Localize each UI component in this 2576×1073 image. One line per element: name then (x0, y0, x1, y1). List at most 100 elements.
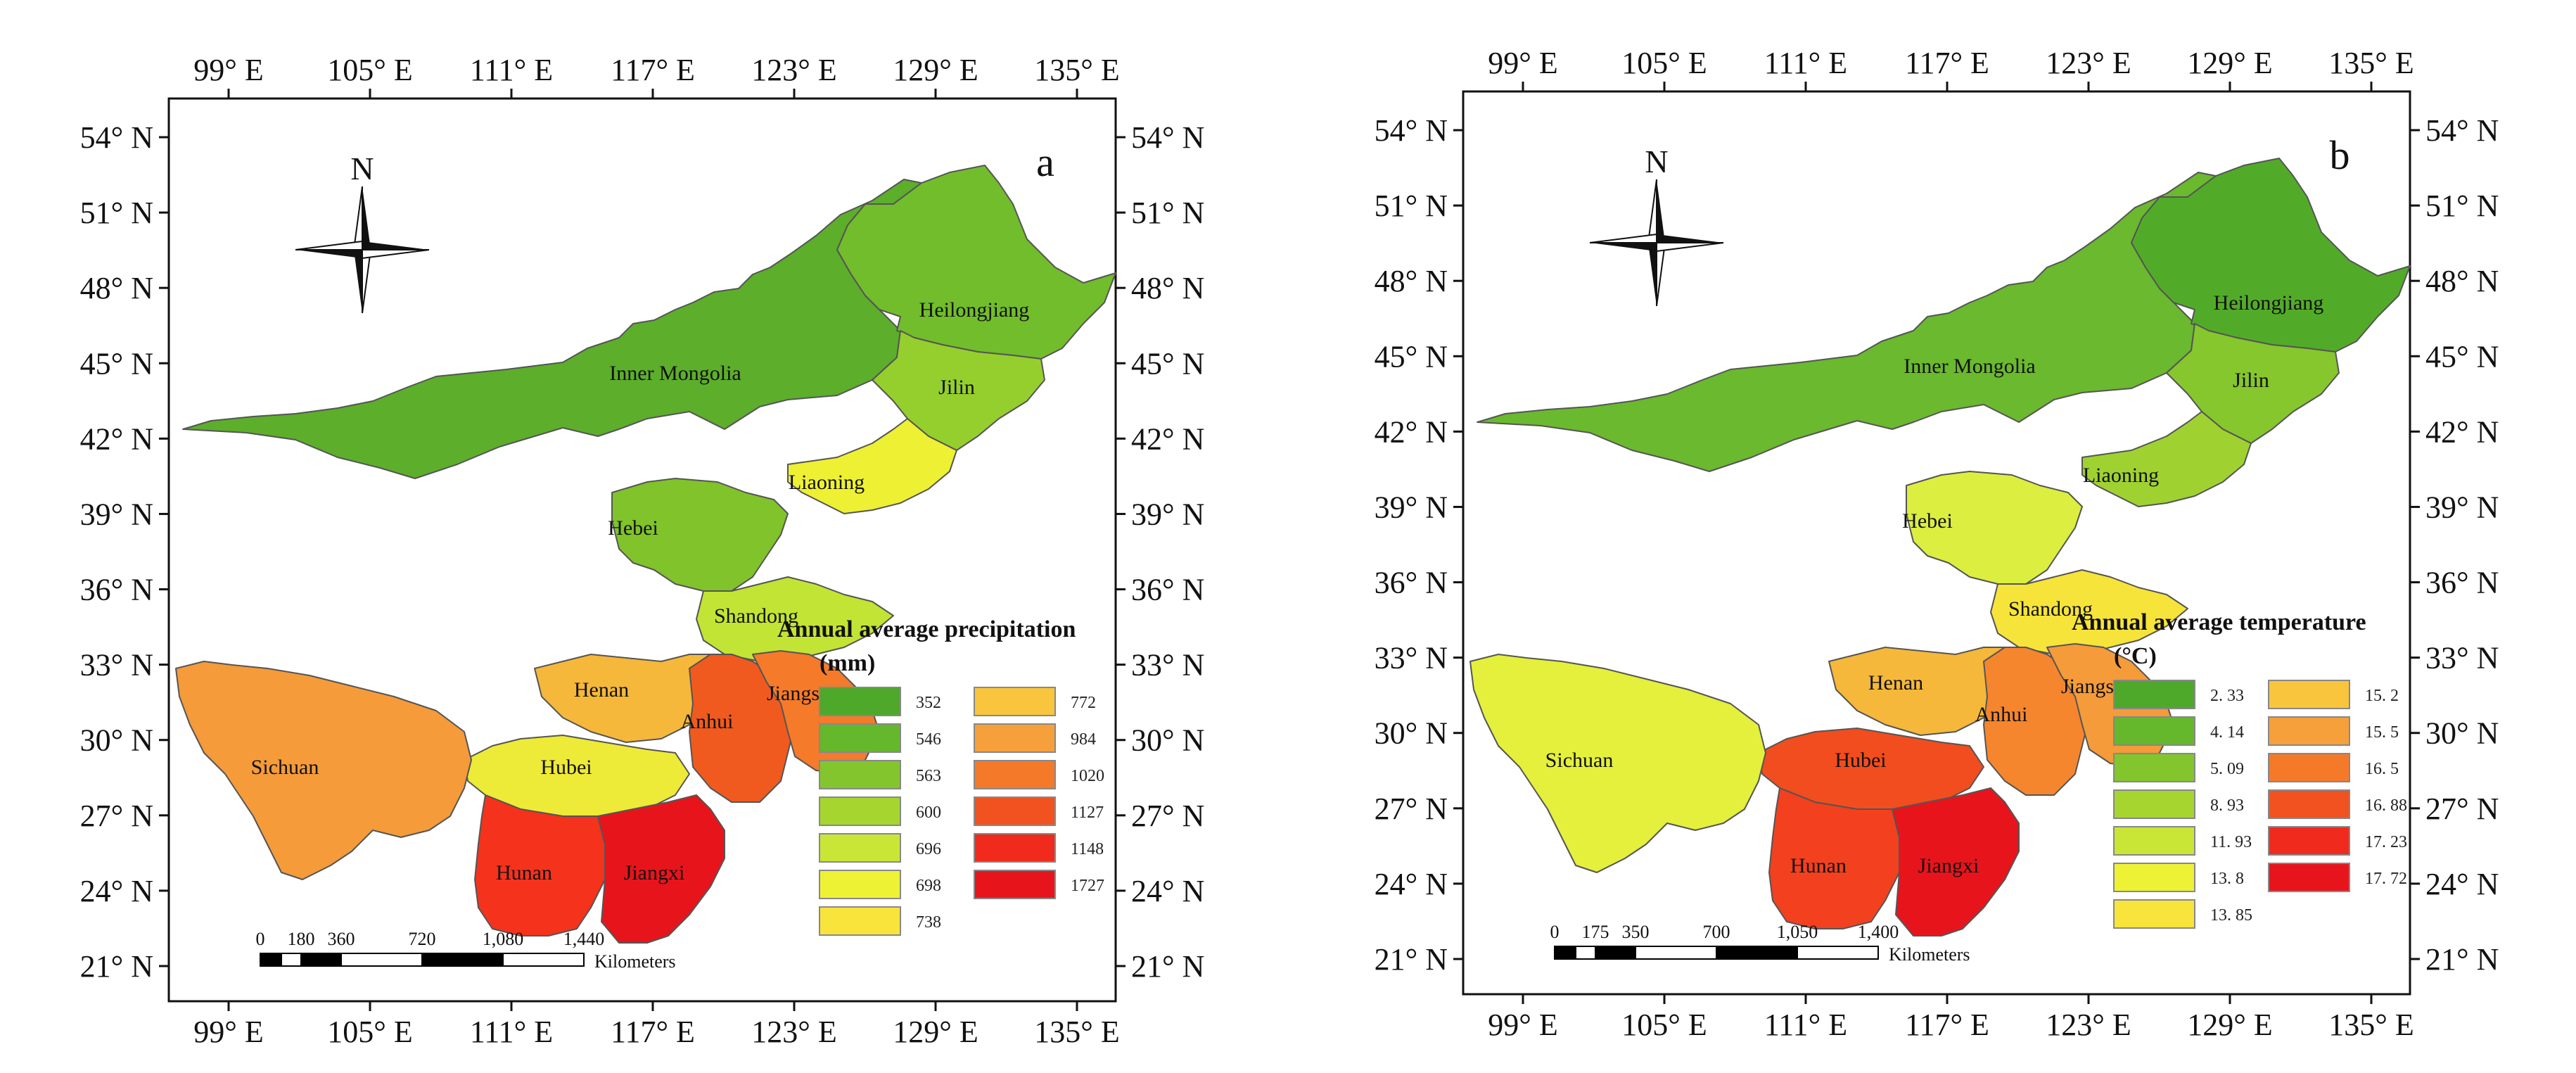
province-anhui[interactable] (689, 654, 796, 803)
lat-label-left: 45° N (1375, 339, 1448, 374)
lat-label-right: 27° N (1131, 799, 1204, 833)
legend-swatch (2113, 899, 2195, 929)
scale-tick-label: 1,050 (1777, 922, 1818, 942)
province-sichuan[interactable] (1469, 654, 1766, 873)
legend-swatch (2268, 863, 2350, 892)
lat-label-left: 45° N (80, 346, 153, 381)
province-anhui[interactable] (1983, 647, 2090, 796)
legend-swatch (974, 687, 1056, 716)
north-arrow-icon (1589, 179, 1724, 307)
province-label-hunan: Hunan (1790, 854, 1847, 877)
province-jilin[interactable] (872, 330, 1045, 451)
lon-label-top: 135° E (1034, 53, 1119, 87)
lon-label-bottom: 129° E (893, 1015, 978, 1049)
province-jilin[interactable] (2166, 323, 2340, 444)
legend-swatch (974, 760, 1056, 789)
legend-swatch (819, 833, 901, 863)
province-label-shandong: Shandong (714, 604, 798, 628)
lon-label-bottom: 135° E (2328, 1008, 2414, 1042)
lat-label-right: 42° N (1131, 421, 1204, 456)
legend-value: 1127 (1071, 804, 1104, 822)
lat-label-left: 30° N (80, 723, 153, 758)
lon-label-top: 117° E (611, 53, 695, 87)
legend-value: 984 (1071, 730, 1096, 749)
lon-label-top: 105° E (327, 53, 412, 87)
province-shandong[interactable] (696, 576, 894, 662)
legend-value: 546 (916, 730, 941, 749)
legend-value: 16. 88 (2365, 796, 2407, 815)
scale-tick-label: 0 (1550, 922, 1560, 942)
province-label-hebei: Hebei (608, 516, 658, 540)
lat-label-left: 51° N (80, 196, 153, 230)
legend-value: 17. 72 (2365, 870, 2407, 888)
lat-label-left: 21° N (80, 949, 153, 984)
lon-label-bottom: 105° E (1621, 1008, 1707, 1042)
lon-label-bottom: 99° E (1488, 1008, 1557, 1042)
legend-value: 772 (1071, 694, 1096, 712)
province-label-inner-mongolia: Inner Mongolia (609, 362, 741, 385)
legend-value: 11. 93 (2210, 833, 2252, 851)
lat-label-left: 21° N (1375, 942, 1448, 977)
province-jiangxi[interactable] (1892, 787, 2020, 937)
lat-label-right: 45° N (2425, 339, 2499, 374)
province-liaoning[interactable] (787, 418, 957, 514)
lat-label-right: 36° N (2425, 566, 2499, 600)
province-shandong[interactable] (1990, 569, 2188, 655)
lon-label-top: 123° E (2046, 46, 2131, 80)
lon-label-bottom: 99° E (193, 1015, 263, 1049)
legend-value: 352 (916, 694, 941, 712)
province-hunan[interactable] (1768, 787, 1900, 929)
north-label: N (350, 151, 374, 186)
province-label-henan: Henan (574, 678, 629, 701)
lat-label-right: 30° N (2425, 716, 2499, 751)
scale-tick-label: 350 (1622, 922, 1650, 942)
province-heilongjiang[interactable] (836, 165, 1116, 360)
lat-label-right: 24° N (1131, 874, 1204, 908)
lon-label-bottom: 123° E (751, 1015, 836, 1049)
legend-swatch (974, 833, 1056, 863)
lon-label-bottom: 117° E (611, 1015, 695, 1049)
province-jiangxi[interactable] (597, 794, 725, 944)
legend-swatch (974, 723, 1056, 753)
province-label-henan: Henan (1868, 671, 1923, 694)
province-label-heilongjiang: Heilongjiang (2214, 291, 2324, 315)
lon-label-top: 111° E (470, 53, 553, 87)
lon-label-top: 99° E (193, 53, 263, 87)
legend-swatch (2113, 753, 2195, 782)
legend-value: 16. 5 (2365, 760, 2399, 778)
province-liaoning[interactable] (2081, 411, 2252, 507)
lat-label-right: 30° N (1131, 723, 1204, 758)
panel-letter: b (2330, 132, 2350, 178)
north-arrow-icon (295, 186, 430, 314)
province-hebei[interactable] (611, 478, 789, 592)
panel-a: 99° E 99° E 105° E 105° E 111° E 111° E 117° E… (80, 53, 1205, 1049)
province-sichuan[interactable] (175, 661, 472, 880)
lon-label-top: 135° E (2328, 46, 2414, 80)
province-label-liaoning: Liaoning (789, 471, 865, 494)
legend-swatch (2113, 826, 2195, 856)
legend-value: 696 (916, 840, 941, 858)
lon-label-bottom: 135° E (1034, 1015, 1119, 1049)
legend-value: 698 (916, 877, 941, 895)
province-heilongjiang[interactable] (2131, 158, 2411, 353)
legend-swatch (2268, 680, 2350, 709)
lon-label-bottom: 111° E (1764, 1008, 1847, 1042)
lat-label-right: 33° N (2425, 641, 2499, 675)
province-hebei[interactable] (1906, 471, 2083, 585)
province-map: Inner Mongolia Heilongjiang Jilin Liaoning H… (175, 165, 1116, 944)
lon-label-bottom: 129° E (2187, 1008, 2272, 1042)
lat-label-right: 27° N (2425, 792, 2499, 826)
province-label-anhui: Anhui (1975, 703, 2028, 726)
scale-unit: Kilometers (594, 951, 676, 972)
legend-swatch (974, 870, 1056, 899)
legend-swatch (819, 723, 901, 753)
province-hunan[interactable] (474, 794, 606, 937)
lat-label-right: 24° N (2425, 867, 2499, 901)
legend-swatch (819, 760, 901, 789)
legend-value: 2. 33 (2210, 687, 2244, 705)
lon-label-top: 123° E (751, 53, 836, 87)
north-label: N (1645, 144, 1668, 179)
legend-value: 13. 85 (2210, 906, 2252, 925)
scale-tick-label: 700 (1703, 922, 1730, 942)
scale-tick-label: 720 (409, 929, 436, 949)
